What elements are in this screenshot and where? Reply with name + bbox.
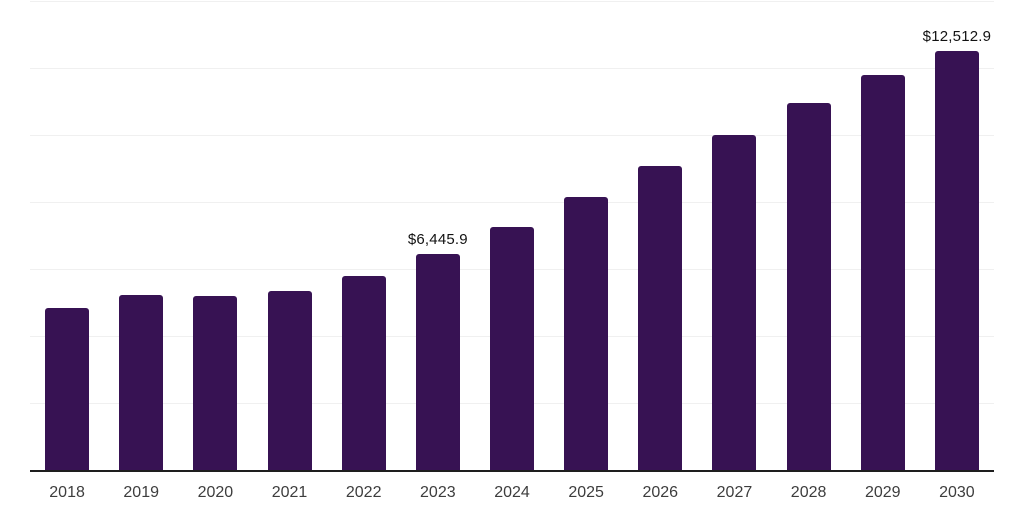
gridline: [30, 202, 994, 203]
x-tick-label-2019: 2019: [123, 484, 159, 501]
x-tick-label-2018: 2018: [49, 484, 85, 501]
bar-2024: [490, 227, 534, 470]
bar-2022: [341, 276, 386, 470]
bar-2020: [193, 295, 238, 470]
x-tick-label-2021: 2021: [271, 484, 308, 501]
x-tick-label-2029: 2029: [864, 484, 901, 501]
x-tick-label-2023: 2023: [420, 484, 456, 501]
bar-2030: [934, 50, 979, 470]
x-axis-line: [30, 470, 994, 472]
bar-2025: [564, 197, 609, 470]
bar-2021: [267, 290, 312, 470]
bar-2019: [119, 294, 164, 470]
gridline: [30, 68, 994, 69]
bar-2018: [45, 307, 90, 470]
x-tick-label-2027: 2027: [716, 484, 753, 501]
bar-2028: [786, 102, 831, 470]
x-tick-label-2020: 2020: [197, 484, 234, 501]
x-tick-label-2028: 2028: [790, 484, 827, 501]
gridline: [30, 135, 994, 136]
bar-2027: [712, 134, 757, 470]
x-tick-label-2030: 2030: [939, 484, 975, 501]
x-tick-label-2022: 2022: [345, 484, 382, 501]
x-tick-label-2026: 2026: [642, 484, 679, 501]
plot-area: $6,445.9 $12,512.9: [30, 1, 994, 470]
bar-2026: [638, 166, 683, 470]
data-label-2023: $6,445.9: [407, 231, 468, 249]
x-tick-label-2025: 2025: [568, 484, 604, 501]
data-label-2030: $12,512.9: [922, 27, 992, 45]
bar-2023: [415, 254, 460, 470]
x-tick-label-2024: 2024: [494, 484, 530, 501]
gridline: [30, 1, 994, 2]
bar-2029: [860, 75, 905, 470]
